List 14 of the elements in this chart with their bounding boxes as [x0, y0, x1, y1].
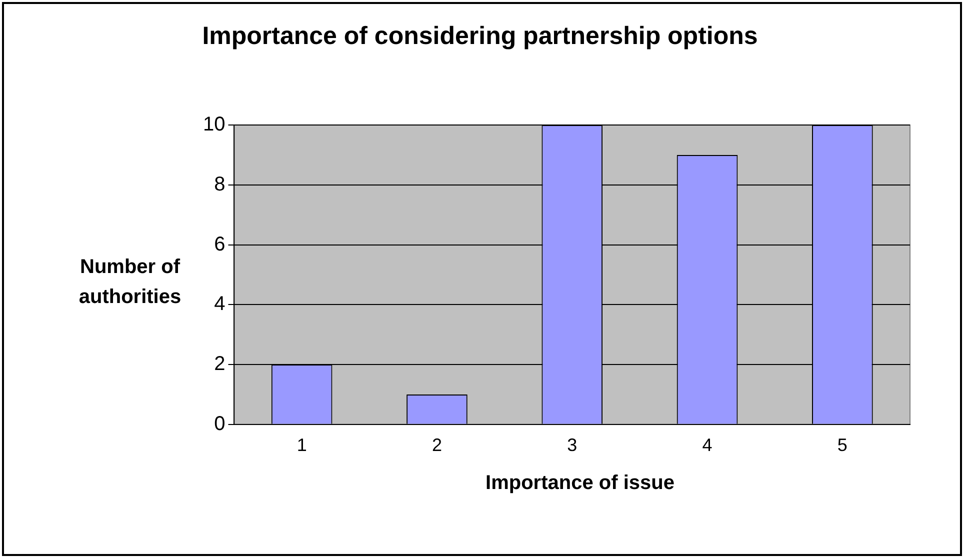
y-tick-label: 10: [202, 114, 226, 136]
y-axis-title: Number of authorities: [78, 256, 182, 308]
y-tick-label: 2: [214, 353, 226, 376]
y-tick-label: 8: [214, 173, 226, 196]
chart-title: Importance of considering partnership options: [201, 22, 759, 51]
y-tick-label: 0: [214, 412, 226, 435]
y-tick-label: 6: [214, 233, 226, 256]
x-tick-label: 1: [296, 435, 307, 456]
x-tick-label: 5: [837, 435, 848, 456]
x-tick-label: 2: [432, 435, 442, 456]
x-tick-label: 3: [567, 435, 578, 456]
x-tick-label: 4: [702, 435, 712, 456]
y-tick-label: 4: [214, 293, 226, 316]
x-axis-title: Importance of issue: [484, 472, 676, 495]
